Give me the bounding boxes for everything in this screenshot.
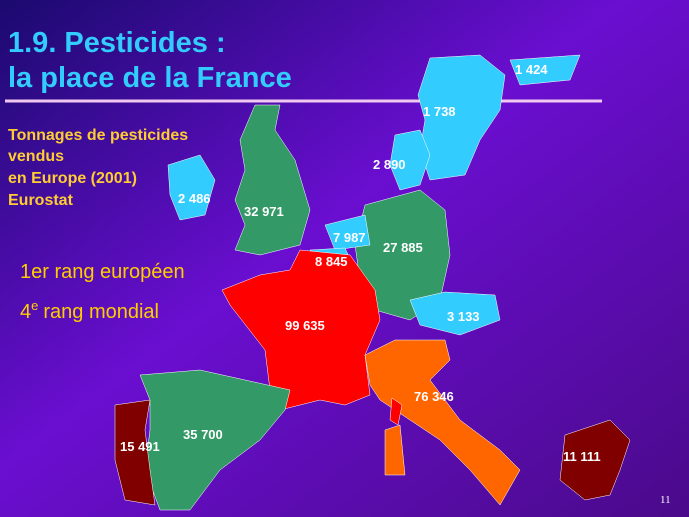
- country: [509, 54, 581, 86]
- region-value: 32 971: [244, 204, 284, 219]
- rank-sup: e: [31, 298, 38, 313]
- region-value: 15 491: [120, 439, 160, 454]
- caption: Eurostat: [8, 192, 74, 209]
- region-value: 7 987: [333, 230, 366, 245]
- page-number: 11: [660, 494, 671, 506]
- caption: en Europe (2001): [8, 170, 137, 187]
- rank-text: rang mondial: [43, 301, 159, 323]
- island: [389, 397, 403, 426]
- country: [324, 214, 371, 251]
- map: [114, 54, 631, 511]
- country: [389, 129, 431, 191]
- region-value: 2 486: [178, 191, 211, 206]
- country: [559, 419, 631, 501]
- title: la place de la France: [8, 62, 292, 94]
- caption: Tonnages de pesticides: [8, 127, 188, 144]
- region-value: 3 133: [447, 309, 480, 324]
- country: [114, 399, 156, 506]
- country: [221, 249, 381, 411]
- region-value: 1 738: [423, 104, 456, 119]
- country: [167, 154, 216, 221]
- region-value: 2 890: [373, 157, 406, 172]
- country: [417, 54, 506, 181]
- region-value: 11 111: [563, 449, 601, 464]
- region-value: 35 700: [183, 427, 223, 442]
- country: [364, 339, 521, 506]
- country: [234, 104, 311, 256]
- region-value: 27 885: [383, 240, 423, 255]
- rank-number: 4: [20, 301, 31, 323]
- region-value: 1 424: [515, 62, 548, 77]
- caption: vendus: [8, 148, 64, 165]
- country: [139, 369, 291, 511]
- title: 1.9. Pesticides :: [8, 27, 226, 59]
- region-value: 99 635: [285, 318, 325, 333]
- region-value: 8 845: [315, 254, 348, 269]
- country: [409, 291, 501, 336]
- rank: 1er rang européen: [20, 261, 185, 283]
- island: [384, 424, 406, 476]
- region-value: 76 346: [414, 389, 454, 404]
- rank: 4e rang mondial: [20, 298, 159, 323]
